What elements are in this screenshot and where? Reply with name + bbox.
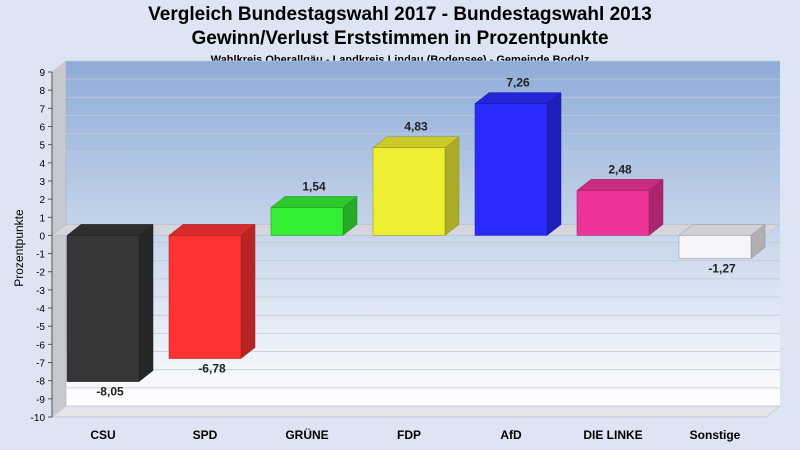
grid-line [51,296,780,309]
bar-top [576,179,664,191]
chart-title: Vergleich Bundestagswahl 2017 - Bundesta… [148,4,652,25]
grid-line [51,369,780,381]
y-tick-label: 7 [39,104,45,115]
bar-side [240,223,256,360]
grid-line [51,314,780,327]
x-tick-label: DIE LINKE [583,428,642,442]
y-tick-label: -1 [36,250,45,261]
bar-value-label: 7,26 [506,76,530,90]
chart-subtitle: Gewinn/Verlust Erststimmen in Prozentpun… [191,28,609,49]
y-tick-label: 3 [39,177,45,188]
bar [372,147,446,236]
bar-top [372,136,460,148]
y-tick-label: 0 [39,231,45,242]
plot-side-wall [51,60,67,418]
bar [678,235,752,259]
y-tick-label: -10 [31,413,46,424]
bar-top [474,92,562,104]
bar-side [138,223,154,383]
y-tick-label: -7 [36,359,45,370]
y-tick-label: -8 [36,377,45,388]
x-tick-label: SPD [193,428,218,442]
y-tick-label: 6 [39,122,45,133]
x-tick-label: Sonstige [690,428,741,442]
x-tick-label: AfD [500,428,522,442]
bar-value-label: -6,78 [198,362,226,376]
y-tick-label: -9 [36,395,45,406]
grid-line [51,387,780,400]
x-tick-label: GRÜNE [285,427,328,442]
bar-side [444,136,460,236]
y-tick-label: 9 [39,68,45,79]
bar [270,207,344,236]
y-tick-label: -3 [36,286,45,297]
bar-top [66,224,154,236]
bar [576,190,650,236]
bar [168,235,242,359]
bar-top [168,224,256,236]
y-tick-label: -6 [36,340,45,351]
y-tick-label: -5 [36,322,45,333]
y-tick-label: 2 [39,195,45,206]
bar-top [678,224,766,236]
bar-value-label: 4,83 [404,120,428,134]
bar-top [270,196,358,208]
bar-value-label: -8,05 [96,385,124,399]
plot-floor [51,405,781,418]
grid-line [51,405,780,418]
y-tick-label: -4 [36,304,45,315]
grid-line [51,351,780,363]
grid-line [51,278,780,291]
bar-side [546,92,562,236]
bar [474,103,548,236]
bar-value-label: 1,54 [302,179,326,193]
bar [66,235,140,382]
y-tick-label: 8 [39,86,45,97]
x-tick-label: CSU [90,428,115,442]
grid-line [51,242,780,254]
grid-line [51,260,780,273]
y-tick-label: 1 [39,213,45,224]
grid-line [51,78,780,91]
grid-line [51,60,780,73]
bar-value-label: -1,27 [708,261,736,275]
y-tick-label: 5 [39,141,45,152]
grid-line [51,332,780,345]
x-tick-label: FDP [397,428,421,442]
y-tick-label: -2 [36,268,45,279]
bar-value-label: 2,48 [608,162,632,176]
y-tick-label: 4 [39,159,45,170]
